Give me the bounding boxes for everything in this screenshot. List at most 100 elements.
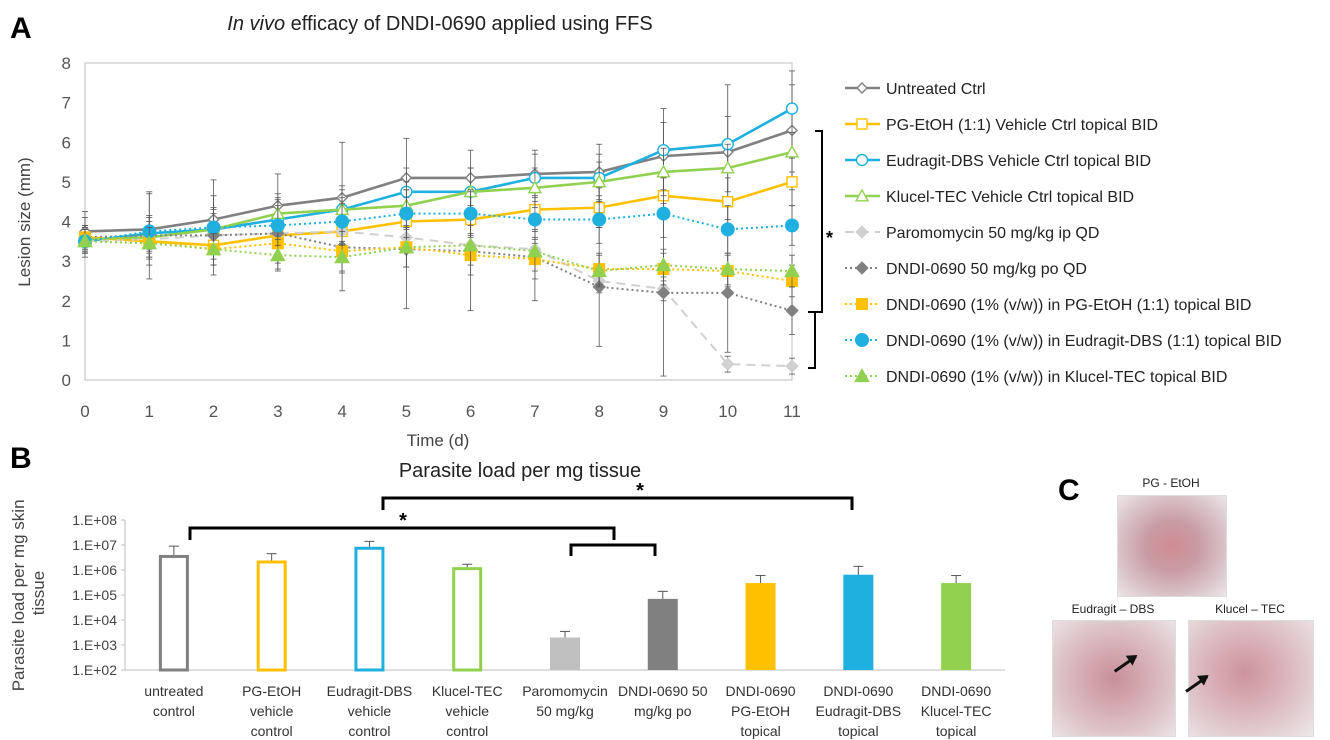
bar-category-label: DNDI-0690 PG-EtOH topical xyxy=(726,683,796,739)
legend-label: Untreated Ctrl xyxy=(886,81,986,98)
data-point xyxy=(786,176,798,188)
bar-category-label-line: topical xyxy=(936,723,976,739)
bar-category-label-line: control xyxy=(348,723,390,739)
bar xyxy=(550,637,580,670)
line-ytick-label: 1 xyxy=(62,331,71,350)
data-point xyxy=(784,144,800,158)
bar-group: DNDI-0690 Klucel-TEC topical xyxy=(921,575,992,739)
photo-label-eudragit-dbs: Eudragit – DBS xyxy=(1071,602,1155,616)
bar-ytick-label: 1.E+04 xyxy=(72,612,117,628)
bar-category-label-line: control xyxy=(446,723,488,739)
bar-category-label-line: 50 mg/kg xyxy=(536,703,594,719)
panel-label-b: B xyxy=(10,442,32,475)
bar-category-label-line: DNDI-0690 xyxy=(823,683,893,699)
line-ytick-label: 4 xyxy=(62,213,71,232)
bar-category-label-line: Klucel-TEC xyxy=(432,683,503,699)
bar-category-label-line: DNDI-0690 xyxy=(726,683,796,699)
legend-item-pg-etoh-1-1-vehicle-ctrl-topical-bid: PG-EtOH (1:1) Vehicle Ctrl topical BID xyxy=(845,117,1158,134)
line-ytick-label: 3 xyxy=(62,252,71,271)
line-chart-title-rest: efficacy of DNDI-0690 applied using FFS xyxy=(285,13,653,35)
bar-category-label-line: topical xyxy=(838,723,878,739)
data-point xyxy=(270,218,285,233)
bar-ytick-label: 1.E+07 xyxy=(72,537,117,553)
data-point xyxy=(785,218,799,233)
data-point xyxy=(527,243,543,258)
line-xtick-label: 10 xyxy=(718,402,737,421)
line-chart-title-italic: In vivo xyxy=(227,13,285,35)
legend-swatch-marker xyxy=(856,82,868,94)
data-point xyxy=(398,239,415,254)
series-line xyxy=(84,180,793,247)
data-point xyxy=(77,233,93,248)
data-point xyxy=(527,212,542,227)
bar-chart: 1.E+02 1.E+03 1.E+04 1.E+05 1.E+06 1.E+07 1.E+… xyxy=(72,512,1005,739)
bar-category-label-line: untreated xyxy=(144,683,203,699)
series-line xyxy=(84,230,793,368)
line-ytick-label: 2 xyxy=(62,292,71,311)
series-line xyxy=(84,150,793,241)
legend-item-dndi-0690-1-v-w-in-pg-etoh-1-1-topical-bid: DNDI-0690 (1% (v/w)) in PG-EtOH (1:1) to… xyxy=(845,297,1251,314)
line-xtick-label: 11 xyxy=(783,402,801,421)
bar-category-label-line: vehicle xyxy=(250,703,294,719)
bar-category-label-line: Eudragit-DBS xyxy=(816,703,902,719)
bar-category-label-line: control xyxy=(153,703,195,719)
data-point xyxy=(721,357,735,371)
data-point xyxy=(592,212,607,227)
bar-category-label: PG-EtOH vehicle control xyxy=(242,683,301,739)
legend-swatch-marker xyxy=(856,118,868,130)
bar-ytick-label: 1.E+08 xyxy=(72,512,117,528)
data-point xyxy=(721,286,735,300)
series-line xyxy=(84,212,793,243)
bar xyxy=(452,567,483,672)
legend-swatch-marker xyxy=(855,333,869,347)
bar-category-label-line: DNDI-0690 xyxy=(921,683,991,699)
series-dndi-0690-1-v-w-in-pg-etoh-1-1-topical-bid xyxy=(79,223,798,298)
line-chart-ylabel: Lesion size (mm) xyxy=(15,157,34,286)
data-point xyxy=(785,102,799,115)
bar-category-label-line: mg/kg po xyxy=(634,703,692,719)
legend-item-dndi-0690-1-v-w-in-klucel-tec-topical-bid: DNDI-0690 (1% (v/w)) in Klucel-TEC topic… xyxy=(845,367,1227,386)
bar-category-label: untreated control xyxy=(144,683,203,719)
bar xyxy=(158,554,189,672)
bar xyxy=(256,560,287,672)
legend-item-klucel-tec-vehicle-ctrl-topical-bid: Klucel-TEC Vehicle Ctrl topical BID xyxy=(845,188,1134,206)
bar-category-label-line: vehicle xyxy=(445,703,489,719)
bar-sig-star-1: * xyxy=(636,480,644,502)
bar-ytick-label: 1.E+06 xyxy=(72,562,117,578)
legend-swatch-marker xyxy=(855,261,869,275)
data-point xyxy=(141,235,158,250)
legend-label: Eudragit-DBS Vehicle Ctrl topical BID xyxy=(886,153,1151,170)
panel-label-c: C xyxy=(1058,474,1080,507)
series-untreated-ctrl xyxy=(79,70,798,266)
data-point xyxy=(784,263,800,278)
bar-category-label: DNDI-0690 50 mg/kg po xyxy=(618,683,708,719)
legend-swatch-marker xyxy=(854,367,870,383)
line-xtick-label: 7 xyxy=(530,402,539,421)
line-xtick-label: 4 xyxy=(337,402,346,421)
line-xtick-label: 0 xyxy=(80,402,89,421)
bar-category-label: Klucel-TEC vehicle control xyxy=(432,683,503,739)
line-chart-xlabel: Time (d) xyxy=(407,431,470,450)
bar-group: PG-EtOH vehicle control xyxy=(242,553,301,739)
data-point xyxy=(722,195,734,208)
bar-group: Klucel-TEC vehicle control xyxy=(432,563,503,739)
data-point xyxy=(399,206,414,221)
bar-chart-ylabel-line-2: tissue xyxy=(29,571,48,615)
series-error-bars xyxy=(82,157,795,266)
bar xyxy=(745,583,776,670)
series-line xyxy=(84,129,793,233)
data-point xyxy=(719,261,736,276)
legend-swatch-marker xyxy=(854,188,870,202)
bar xyxy=(354,546,385,672)
photo-label-pg-etoh: PG - EtOH xyxy=(1142,476,1200,490)
bar xyxy=(647,598,678,670)
data-point xyxy=(269,247,286,262)
series-error-bars xyxy=(82,70,795,266)
line-chart-title: In vivo efficacy of DNDI-0690 applied us… xyxy=(227,13,652,35)
bar xyxy=(843,574,874,670)
legend-label: Paromomycin 50 mg/kg ip QD xyxy=(886,225,1099,242)
photo-pg-etoh xyxy=(1117,495,1227,597)
bar-ytick-label: 1.E+05 xyxy=(72,587,117,603)
bar-chart-ylabel: Parasite load per mg skin tissue xyxy=(9,495,48,692)
